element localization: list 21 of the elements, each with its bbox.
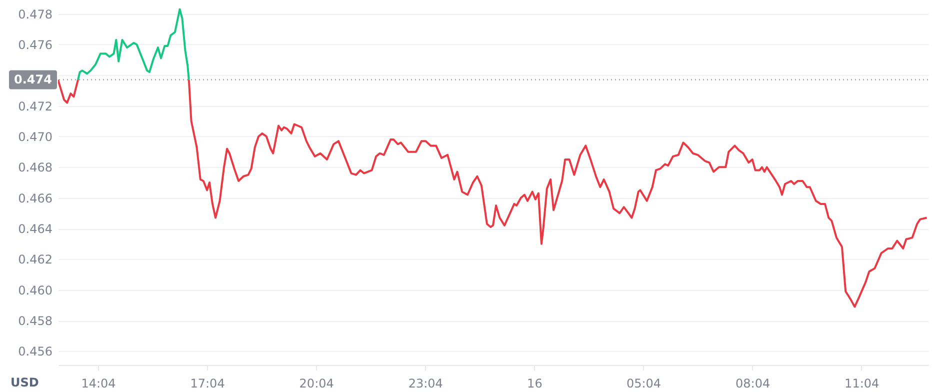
y-tick-label: 0.476 bbox=[18, 38, 52, 52]
y-tick-label: 0.462 bbox=[18, 252, 52, 267]
x-tick-label: 14:04 bbox=[81, 376, 116, 390]
y-tick-label: 0.458 bbox=[18, 314, 52, 328]
x-tick-label: 16 bbox=[527, 376, 542, 390]
x-tick-label: 08:04 bbox=[736, 376, 770, 390]
y-tick-label: 0.472 bbox=[18, 99, 52, 114]
x-tick-label: 17:04 bbox=[190, 376, 225, 390]
x-tick-label: 11:04 bbox=[844, 376, 880, 390]
y-tick-label: 0.456 bbox=[18, 344, 52, 359]
y-tick-label: 0.470 bbox=[18, 130, 52, 144]
y-tick-label: 0.464 bbox=[18, 222, 52, 236]
y-tick-label: 0.478 bbox=[18, 7, 52, 22]
y-tick-label: 0.460 bbox=[18, 283, 52, 298]
ref-line-label: 0.474 bbox=[14, 72, 52, 87]
y-axis-title: USD bbox=[10, 376, 39, 390]
x-tick-label: 23:04 bbox=[408, 376, 443, 390]
y-tick-label: 0.468 bbox=[18, 160, 52, 175]
x-tick-label: 05:04 bbox=[626, 376, 662, 390]
x-tick-label: 20:04 bbox=[299, 376, 334, 390]
y-tick-label: 0.466 bbox=[18, 191, 52, 206]
